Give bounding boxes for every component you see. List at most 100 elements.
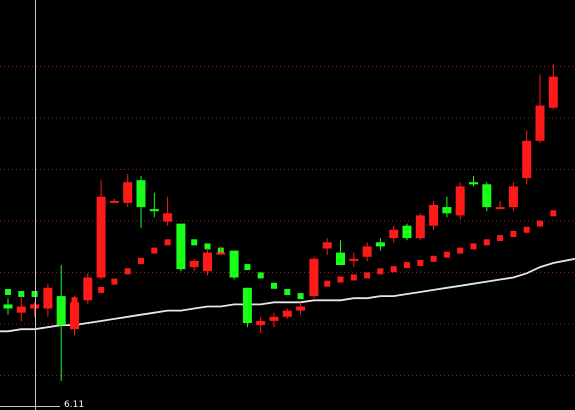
candle-body — [482, 184, 492, 208]
candle — [469, 176, 478, 187]
candle — [495, 200, 505, 210]
trend-marker — [204, 243, 211, 250]
candle-body — [535, 105, 545, 141]
candle — [149, 192, 159, 218]
candle — [163, 196, 173, 226]
candle-body — [362, 246, 372, 257]
candle — [296, 302, 306, 315]
trend-marker — [537, 220, 543, 227]
candle-body — [269, 316, 279, 321]
candle-body — [522, 140, 532, 179]
candle — [415, 213, 425, 241]
candle — [16, 296, 26, 321]
candle-body — [548, 76, 558, 108]
moving-average-line — [0, 257, 575, 333]
candle — [336, 240, 345, 266]
candle — [83, 273, 93, 305]
candles-layer — [3, 64, 558, 381]
trend-marker — [337, 276, 344, 283]
candle-body — [442, 207, 452, 214]
candle — [535, 74, 545, 143]
candle — [282, 308, 292, 319]
trend-marker — [483, 239, 490, 246]
candle — [269, 312, 279, 328]
cursor-price-label: 6.11 — [64, 400, 85, 410]
candle-body — [455, 186, 465, 216]
candle — [455, 182, 465, 220]
candle — [3, 298, 13, 315]
trend-marker — [271, 282, 277, 289]
candle — [43, 283, 53, 317]
candle — [189, 258, 199, 272]
trend-marker — [550, 210, 557, 217]
candle-body — [70, 302, 79, 330]
candle — [522, 130, 532, 185]
candle-body — [56, 296, 66, 326]
candle — [309, 256, 319, 299]
trend-marker — [523, 226, 530, 233]
moving-average-layer — [0, 257, 575, 333]
trend-marker — [430, 255, 437, 262]
candle-body — [43, 287, 53, 309]
candle — [349, 252, 359, 268]
candle-body — [469, 182, 478, 185]
candle — [70, 296, 79, 336]
candle-body — [189, 260, 199, 268]
trend-marker — [191, 239, 198, 246]
candle-body — [109, 200, 119, 203]
candle — [109, 198, 119, 203]
trend-marker — [443, 251, 450, 258]
trend-marker — [470, 243, 477, 250]
candle-body — [415, 215, 425, 239]
trend-marker — [377, 268, 384, 275]
candle — [242, 287, 252, 328]
trend-marker — [244, 264, 251, 271]
candle-body — [402, 225, 412, 239]
trend-marker — [417, 260, 424, 266]
candle-body — [229, 250, 239, 278]
candle-body — [309, 258, 319, 297]
candle-body — [176, 223, 186, 270]
trend-marker — [138, 257, 144, 264]
trend-marker — [257, 272, 264, 279]
candle-body — [375, 242, 385, 247]
trend-marker — [510, 231, 517, 237]
candle — [362, 242, 372, 261]
trend-marker — [98, 286, 105, 293]
candle-body — [83, 277, 93, 301]
trend-marker — [151, 247, 158, 254]
candle-body — [16, 306, 26, 313]
trend-marker — [297, 293, 304, 300]
candle-body — [282, 310, 292, 317]
candle — [548, 64, 558, 110]
trend-marker — [324, 280, 331, 287]
trend-marker — [164, 239, 171, 246]
candle — [429, 200, 439, 230]
trend-marker — [31, 291, 38, 297]
candle-body — [429, 205, 439, 226]
candle-body — [216, 252, 226, 255]
candle — [216, 246, 226, 255]
candle-body — [349, 258, 359, 261]
candle-body — [256, 321, 266, 326]
candle-body — [508, 186, 518, 208]
candle-body — [203, 252, 212, 272]
trend-marker — [111, 278, 118, 285]
candle-body — [163, 213, 173, 222]
trend-marker — [390, 266, 397, 273]
candle — [229, 250, 239, 280]
trend-marker — [284, 289, 291, 295]
trend-marker — [350, 274, 357, 281]
trend-marker — [457, 247, 464, 254]
candle — [136, 176, 146, 228]
candle-body — [336, 252, 345, 265]
trend-marker — [497, 235, 504, 242]
candle-body — [242, 287, 252, 323]
trend-marker — [5, 289, 11, 295]
candle-body — [3, 304, 13, 309]
candle — [482, 182, 492, 212]
candle-body — [123, 182, 133, 203]
candle — [123, 173, 133, 208]
